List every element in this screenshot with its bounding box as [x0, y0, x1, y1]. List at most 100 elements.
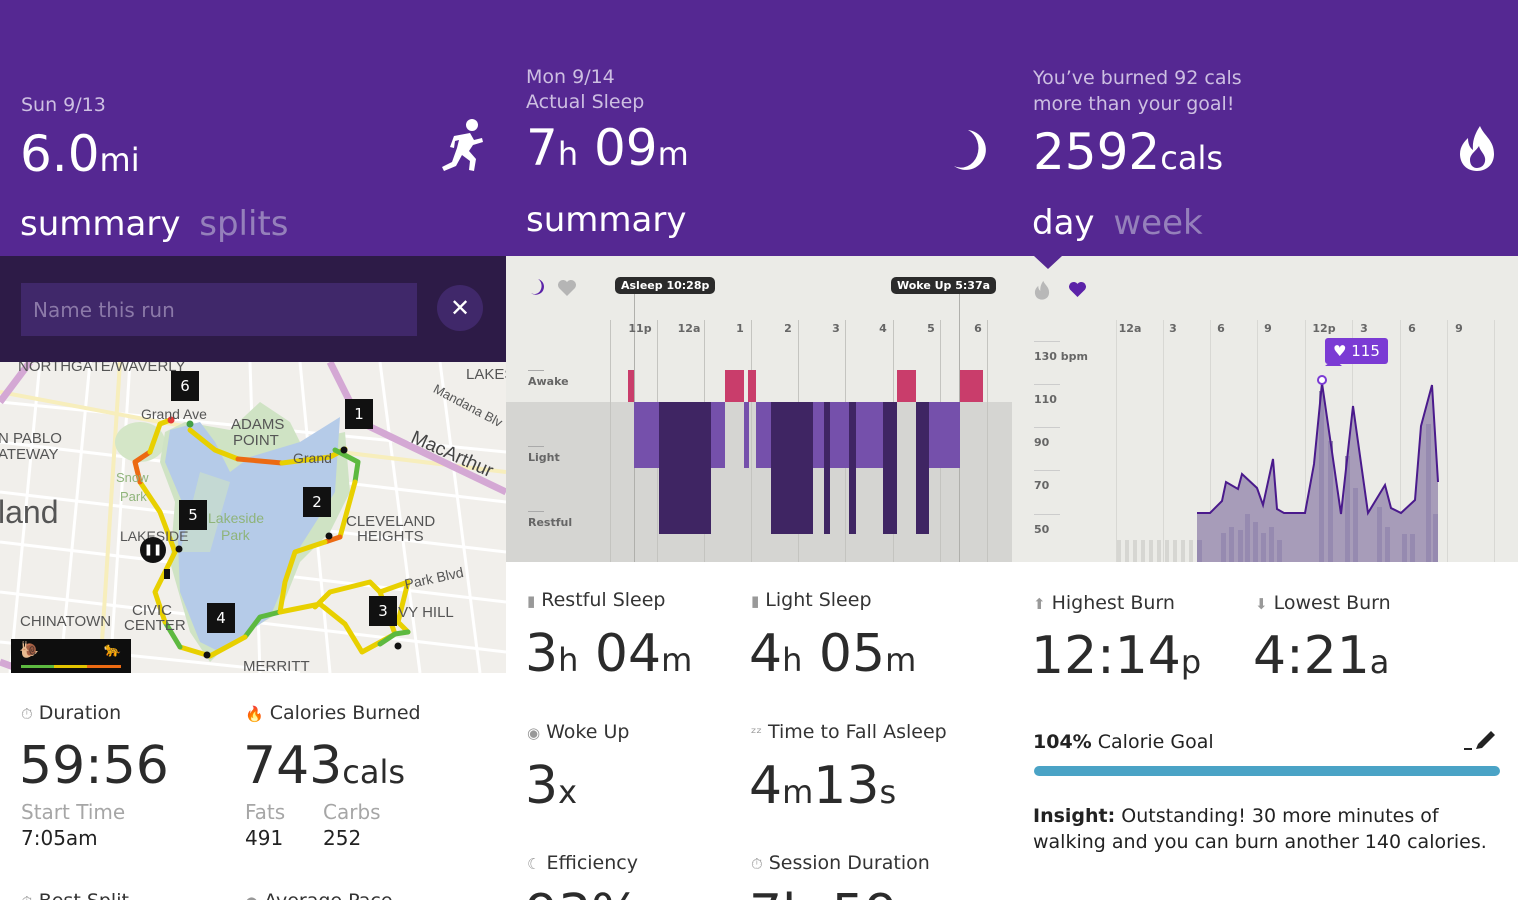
split-marker-6[interactable]: 6 — [171, 371, 199, 401]
x-tick: 9 — [1455, 322, 1463, 335]
session-duration-label: ⏱ Session Duration — [751, 852, 930, 874]
x-tick: 5 — [927, 322, 935, 335]
moon-toggle-icon[interactable] — [530, 278, 546, 300]
highest-burn-label: ⬆ Highest Burn — [1033, 592, 1175, 614]
split-marker-3[interactable]: 3 — [369, 596, 397, 626]
map-label-lakeside-park: Park — [221, 527, 250, 543]
gridline — [1210, 320, 1211, 562]
map-label-pablo: N PABLO — [0, 430, 62, 447]
row-label-restful: Restful — [528, 511, 573, 529]
stopwatch-icon: ⏱ — [21, 893, 33, 900]
close-button[interactable]: ✕ — [437, 285, 483, 331]
x-tick: 9 — [1264, 322, 1272, 335]
arrow-up-icon: ⬆ — [1033, 595, 1046, 613]
map-label-lakes: LAKES — [466, 366, 506, 383]
run-date: Sun 9/13 — [21, 94, 106, 116]
map-label-grand: Grand — [293, 450, 332, 466]
pause-icon[interactable]: ❚❚ — [140, 537, 166, 563]
y-tick: 110 — [1034, 384, 1060, 406]
tab-summary[interactable]: summary — [20, 204, 181, 244]
map-label-point: POINT — [233, 432, 279, 449]
goal-message-line1: You’ve burned 92 cals — [1033, 67, 1242, 89]
sleep-date: Mon 9/14 — [526, 66, 615, 88]
run-tabs: summary splits — [20, 204, 296, 244]
calories-total: 2592cals — [1033, 123, 1224, 181]
restful-segment — [849, 402, 856, 534]
map-label-merritt: MERRITT — [243, 658, 310, 673]
tab-summary[interactable]: summary — [526, 200, 687, 240]
awake-segment — [725, 370, 744, 402]
duration-value: 59:56 — [19, 736, 169, 796]
asleep-callout: Asleep 10:28p — [615, 277, 716, 294]
gridline — [751, 320, 752, 562]
map-label-northgate: NORTHGATE/WAVERLY — [18, 362, 186, 375]
awake-segment — [897, 370, 916, 402]
restful-segment — [883, 402, 897, 534]
heart-toggle-icon[interactable] — [1068, 281, 1087, 302]
edit-goal-button[interactable] — [1464, 730, 1498, 756]
active-tab-pointer — [1034, 256, 1062, 269]
split-marker-1[interactable]: 1 — [345, 399, 373, 429]
restful-segment — [771, 402, 813, 534]
time-to-fall-asleep-label: ᶻᶻ Time to Fall Asleep — [751, 721, 947, 743]
moon-icon — [952, 128, 988, 176]
map-label-heights: HEIGHTS — [357, 528, 424, 545]
tab-splits[interactable]: splits — [199, 204, 289, 244]
close-icon: ✕ — [449, 294, 471, 322]
map-label-ivy-hill: IVY HILL — [394, 604, 454, 621]
x-tick: 3 — [1360, 322, 1368, 335]
sleep-panel: Mon 9/14 Actual Sleep 7h 09m summary 11p… — [506, 0, 1012, 900]
x-tick: 4 — [879, 322, 887, 335]
split-marker-5[interactable]: 5 — [179, 500, 207, 530]
route-map[interactable]: NORTHGATE/WAVERLY LAKES Mandana Blv ADAM… — [0, 362, 506, 673]
calories-tabs: day week — [1032, 203, 1211, 243]
start-time-value: 7:05am — [21, 826, 98, 850]
run-distance: 6.0mi — [20, 125, 140, 183]
stopwatch-icon: ⏱ — [751, 855, 763, 873]
gridline — [1163, 320, 1164, 562]
heart-toggle-icon[interactable] — [557, 279, 577, 301]
gridline — [1305, 320, 1306, 562]
map-label-lakeside-district: LAKESIDE — [120, 528, 189, 544]
gridline — [987, 320, 988, 562]
bar-chart-icon: ▮ — [751, 592, 760, 610]
gridline — [1447, 320, 1448, 562]
eye-icon: ◉ — [527, 724, 541, 742]
restful-segment — [916, 402, 929, 534]
run-name-input[interactable] — [21, 283, 417, 336]
actual-sleep-value: 7h 09m — [526, 119, 689, 177]
pace-icon: ● — [245, 893, 258, 900]
split-marker-2[interactable]: 2 — [303, 487, 331, 517]
map-label-snow: Snow — [116, 470, 149, 485]
duration-label: ⏱ Duration — [21, 702, 122, 724]
x-tick: 12a — [677, 322, 701, 335]
map-label-gateway: ATEWAY — [0, 446, 59, 463]
x-tick: 12a — [1118, 322, 1142, 335]
map-label-lakeside: Lakeside — [208, 510, 265, 526]
calories-panel: You’ve burned 92 cals more than your goa… — [1012, 0, 1518, 900]
y-tick: 90 — [1034, 427, 1061, 449]
pace-legend: 🐌 🐆 — [11, 639, 131, 673]
tab-day[interactable]: day — [1032, 203, 1095, 243]
tab-week[interactable]: week — [1113, 203, 1203, 243]
average-pace-label: ●Average Pace — [245, 890, 393, 900]
map-label-cleveland: CLEVELAND — [346, 513, 436, 530]
split-marker-4[interactable]: 4 — [207, 603, 235, 633]
fats-label: Fats — [245, 800, 286, 824]
insight-text: Insight: Outstanding! 30 more minutes of… — [1033, 805, 1487, 853]
gridline — [1494, 320, 1495, 562]
awake-segment — [960, 370, 983, 402]
woke-up-label: ◉ Woke Up — [527, 721, 630, 743]
calories-burned-label: 🔥 Calories Burned — [245, 702, 421, 724]
heart-rate-plot — [1117, 359, 1439, 562]
x-tick: 12p — [1312, 322, 1336, 335]
restful-sleep-label: ▮ Restful Sleep — [527, 589, 666, 611]
row-label-awake: Awake — [528, 370, 569, 388]
goal-message-line2: more than your goal! — [1033, 93, 1235, 115]
x-tick: 11p — [628, 322, 652, 335]
map-label-civic: CIVIC — [132, 602, 173, 619]
carbs-value: 252 — [323, 826, 362, 850]
flame-toggle-icon[interactable] — [1034, 280, 1050, 304]
map-label-chinatown: CHINATOWN — [20, 613, 112, 630]
x-tick: 6 — [1217, 322, 1225, 335]
